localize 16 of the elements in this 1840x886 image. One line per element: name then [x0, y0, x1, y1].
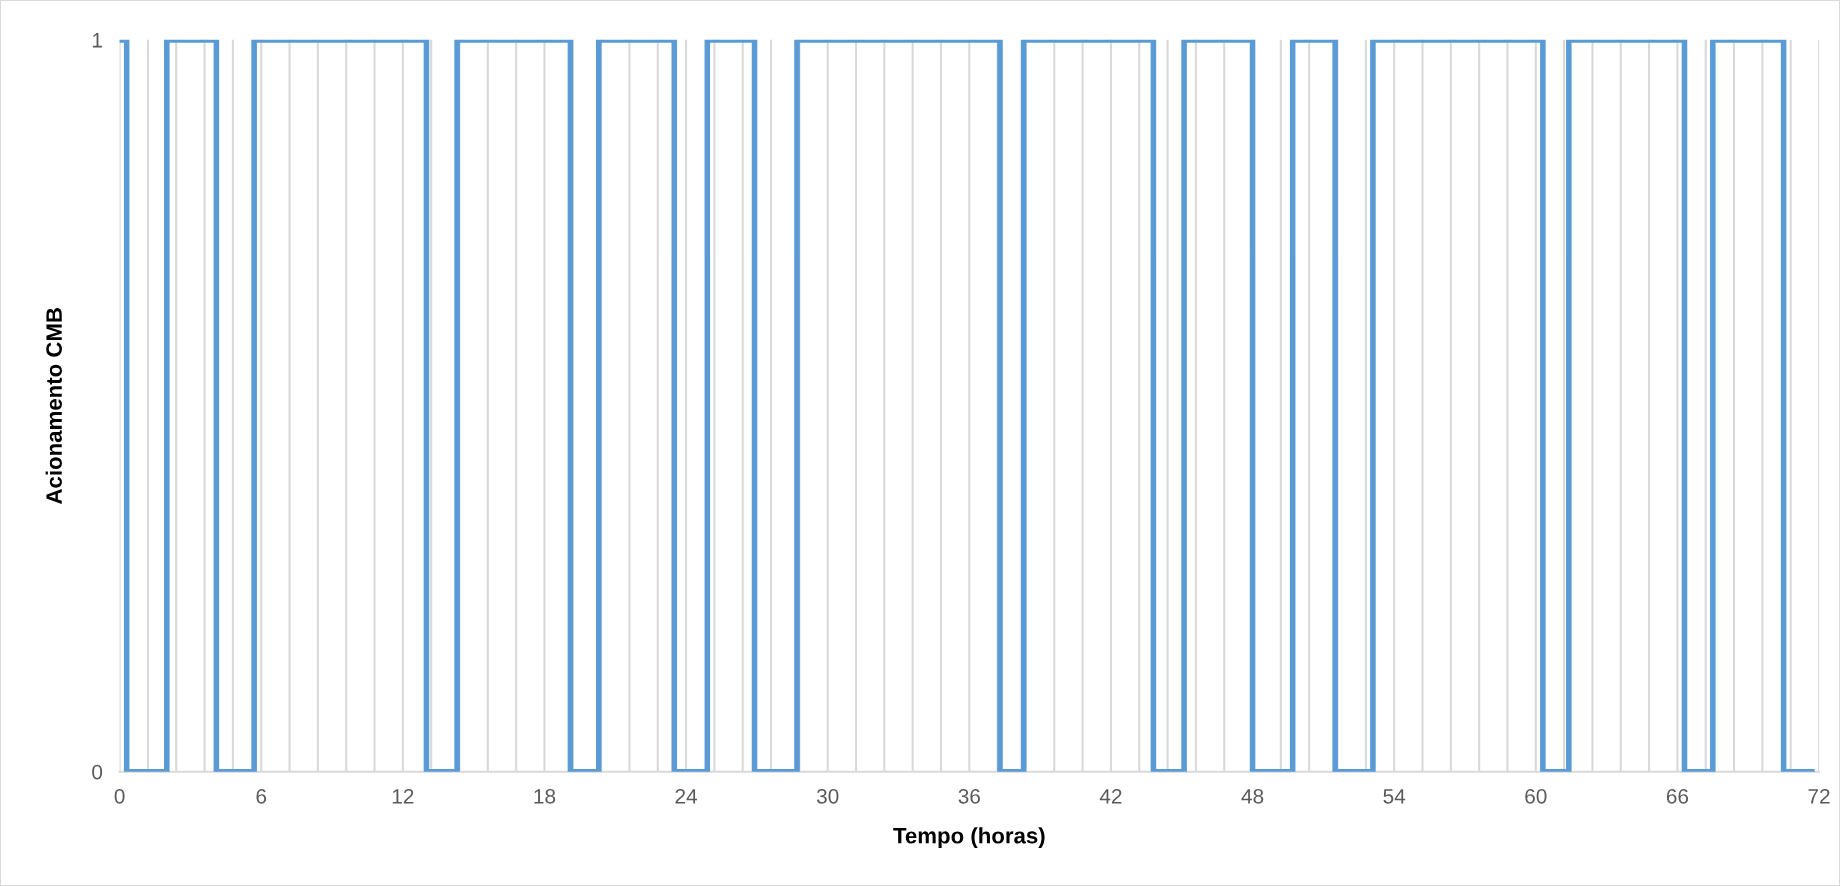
x-tick-label: 18	[534, 788, 556, 804]
x-tick-label: 36	[958, 788, 980, 804]
x-tick-label: 66	[1666, 788, 1689, 804]
x-tick-label: 30	[816, 788, 839, 804]
x-tick-label: 48	[1241, 788, 1264, 804]
x-tick-label: 42	[1099, 788, 1122, 804]
x-tick-label: 54	[1383, 789, 1406, 804]
y-tick-label: 1	[92, 33, 102, 48]
x-tick-label: 24	[675, 788, 698, 804]
y-axis-title: Acionamento CMB	[45, 308, 62, 504]
x-tick-label: 6	[256, 788, 267, 804]
x-tick-label: 12	[392, 788, 414, 804]
x-axis-title: Tempo (horas)	[893, 827, 1045, 848]
x-tick-label: 72	[1808, 788, 1830, 804]
x-tick-label: 60	[1525, 788, 1547, 804]
x-tick-label: 0	[114, 788, 125, 804]
